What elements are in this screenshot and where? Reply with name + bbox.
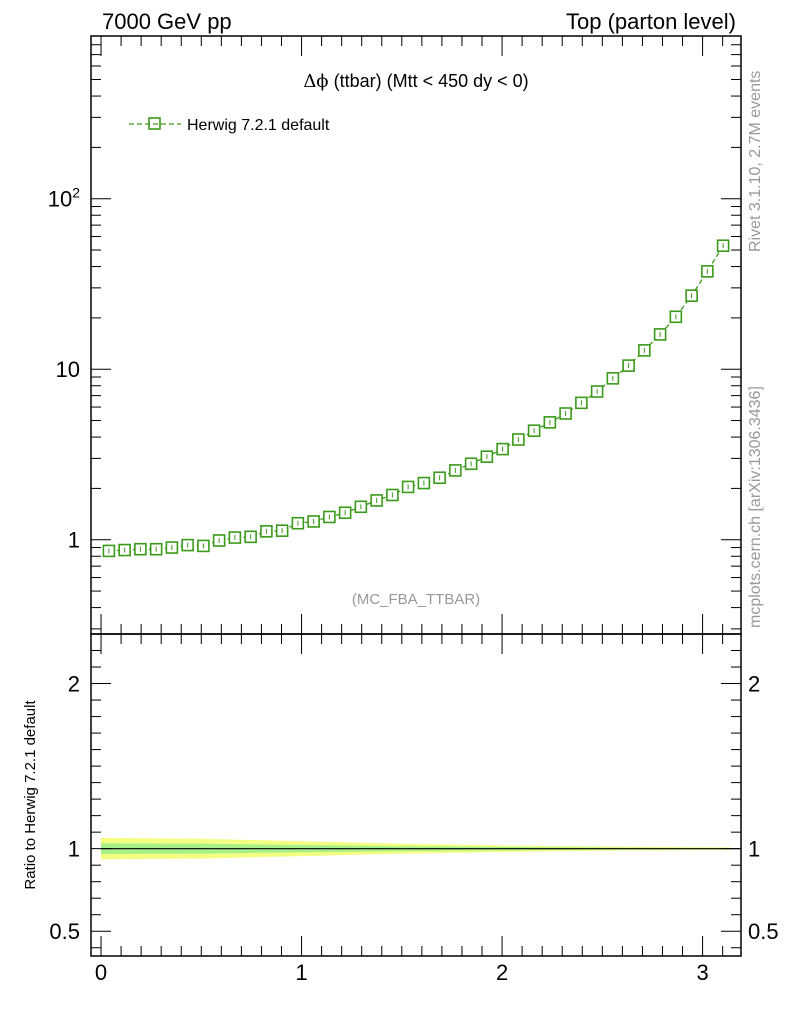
legend: Herwig 7.2.1 default <box>129 117 330 134</box>
legend-entry-label: Herwig 7.2.1 default <box>187 117 330 134</box>
series-line <box>108 245 724 552</box>
rivet-version-label: Rivet 3.1.10, 2.7M events <box>747 71 764 252</box>
ratio-y-tick-label-left: 2 <box>68 672 80 697</box>
ratio-x-tick-label: 1 <box>295 960 307 985</box>
ratio-x-tick-label: 2 <box>496 960 508 985</box>
main-panel: Δϕ (ttbar) (Mtt < 450 dy < 0) (MC_FBA_TT… <box>48 35 742 635</box>
ratio-y-axis-label: Ratio to Herwig 7.2.1 default <box>22 700 39 890</box>
ratio-y-tick-label-right: 0.5 <box>748 919 779 944</box>
ratio-y-tick-label-left: 1 <box>68 837 80 862</box>
ratio-x-tick-label: 0 <box>95 960 107 985</box>
main-y-tick-label-base: 10 <box>48 187 72 212</box>
main-y-tick-label-base: 10 <box>56 357 80 382</box>
header-left-label: 7000 GeV pp <box>102 9 232 34</box>
main-y-tick-label: 102 <box>48 185 80 212</box>
ratio-x-tick-label: 3 <box>696 960 708 985</box>
mcplots-reference-label: mcplots.cern.ch [arXiv:1306.3436] <box>747 386 764 628</box>
ratio-panel-frame <box>90 633 742 957</box>
main-title-symbol: Δϕ <box>303 71 328 92</box>
ratio-y-tick-label-right: 1 <box>748 837 760 862</box>
main-series-group <box>102 239 730 558</box>
main-y-tick-label: 10 <box>56 357 80 382</box>
main-y-tick-label: 1 <box>68 528 80 553</box>
ratio-y-tick-label-right: 2 <box>748 672 760 697</box>
main-title: Δϕ (ttbar) (Mtt < 450 dy < 0) <box>303 71 528 92</box>
header-right-label: Top (parton level) <box>566 9 736 34</box>
main-y-tick-label-base: 1 <box>68 528 80 553</box>
main-y-tick-label-exponent: 2 <box>72 185 80 201</box>
ratio-axis-ticks: 0 1 2 3 0.5 0.5 1 1 2 2 <box>49 634 779 985</box>
legend-marker-icon <box>148 117 161 130</box>
ratio-y-tick-label-left: 0.5 <box>49 919 80 944</box>
analysis-watermark: (MC_FBA_TTBAR) <box>352 591 480 608</box>
main-title-text: (ttbar) (Mtt < 450 dy < 0) <box>329 71 529 91</box>
ratio-panel: 0 1 2 3 0.5 0.5 1 1 2 2 Ratio to Herwig 7.2.1 def… <box>22 633 779 985</box>
